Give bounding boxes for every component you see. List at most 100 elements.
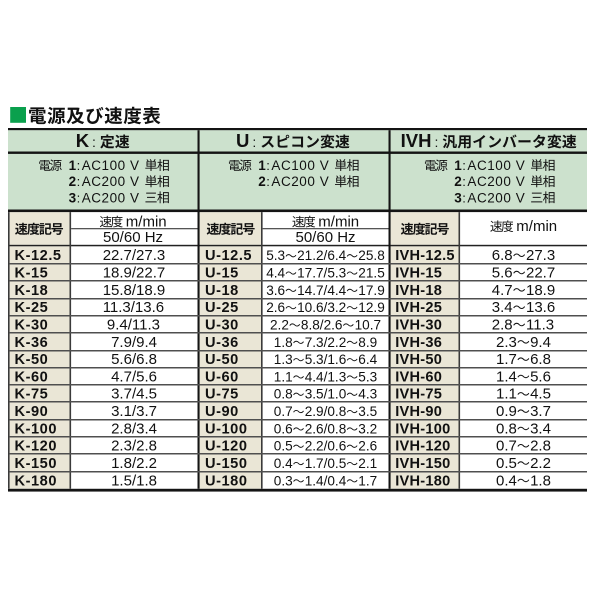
svg-text:0.6: 0.6 bbox=[274, 421, 293, 436]
svg-text:3.4: 3.4 bbox=[492, 299, 513, 316]
svg-text:18.9: 18.9 bbox=[526, 282, 555, 299]
svg-text:3.7: 3.7 bbox=[530, 403, 551, 420]
svg-text:25.8: 25.8 bbox=[358, 248, 384, 263]
svg-text:2: 2 bbox=[258, 174, 266, 189]
svg-text:0.4: 0.4 bbox=[496, 472, 517, 489]
svg-text:AC100 V: AC100 V bbox=[82, 158, 140, 173]
svg-text:IVH-100: IVH-100 bbox=[395, 421, 450, 437]
svg-text:9.4/11.3: 9.4/11.3 bbox=[107, 316, 160, 333]
svg-text:2.2/0.6: 2.2/0.6 bbox=[305, 439, 347, 454]
svg-text:U-60: U-60 bbox=[205, 369, 239, 385]
svg-text:0.5: 0.5 bbox=[274, 439, 293, 454]
svg-text:17.7/5.3: 17.7/5.3 bbox=[297, 266, 346, 281]
svg-text:1.1: 1.1 bbox=[496, 386, 517, 403]
svg-text:5.3: 5.3 bbox=[266, 248, 285, 263]
svg-text:IVH-36: IVH-36 bbox=[395, 335, 442, 351]
svg-text:2: 2 bbox=[454, 174, 462, 189]
svg-text:1.4/0.4: 1.4/0.4 bbox=[305, 473, 347, 488]
svg-text:11.3/13.6: 11.3/13.6 bbox=[103, 299, 164, 316]
svg-text:IVH-18: IVH-18 bbox=[395, 283, 442, 299]
svg-text:11.3: 11.3 bbox=[526, 316, 554, 333]
svg-text:27.3: 27.3 bbox=[526, 247, 555, 264]
svg-text:7.3/2.2: 7.3/2.2 bbox=[305, 335, 347, 350]
svg-text:1.7: 1.7 bbox=[358, 473, 377, 488]
svg-text:2.8: 2.8 bbox=[530, 438, 551, 455]
svg-text:0.8: 0.8 bbox=[274, 387, 293, 402]
svg-text:5.3: 5.3 bbox=[358, 369, 377, 384]
svg-text:3.4: 3.4 bbox=[530, 420, 551, 437]
svg-text:50/60 Hz: 50/60 Hz bbox=[103, 229, 163, 246]
svg-text:1.8: 1.8 bbox=[274, 335, 293, 350]
svg-text:2.3/2.8: 2.3/2.8 bbox=[111, 438, 157, 455]
svg-text:2.8/3.4: 2.8/3.4 bbox=[111, 420, 157, 437]
svg-text:3: 3 bbox=[454, 190, 462, 205]
svg-text:0.4: 0.4 bbox=[274, 456, 293, 471]
svg-text:10.7: 10.7 bbox=[355, 317, 381, 332]
svg-text:AC200 V: AC200 V bbox=[467, 190, 525, 205]
svg-text:K-12.5: K-12.5 bbox=[15, 248, 62, 264]
svg-text:2.8: 2.8 bbox=[492, 316, 513, 333]
svg-text:K-60: K-60 bbox=[15, 369, 49, 385]
svg-text:1.1: 1.1 bbox=[274, 369, 293, 384]
svg-text:3.5: 3.5 bbox=[358, 404, 377, 419]
svg-text:4.4/1.3: 4.4/1.3 bbox=[305, 369, 347, 384]
svg-text:1.3: 1.3 bbox=[274, 352, 293, 367]
svg-text:3.7/4.5: 3.7/4.5 bbox=[111, 386, 157, 403]
svg-text:IVH: IVH bbox=[401, 130, 432, 151]
svg-text:IVH-60: IVH-60 bbox=[395, 369, 442, 385]
svg-text:21.2/6.4: 21.2/6.4 bbox=[297, 248, 347, 263]
svg-text:m/min: m/min bbox=[516, 218, 557, 235]
svg-text:U-75: U-75 bbox=[205, 387, 239, 403]
svg-text:1: 1 bbox=[69, 158, 77, 173]
svg-text:U: U bbox=[236, 130, 249, 151]
svg-text:2.2: 2.2 bbox=[530, 455, 551, 472]
svg-text:AC100 V: AC100 V bbox=[467, 158, 525, 173]
svg-text:K-15: K-15 bbox=[15, 266, 49, 282]
svg-text:U-15: U-15 bbox=[205, 266, 239, 282]
svg-text:4.7: 4.7 bbox=[492, 282, 513, 299]
svg-text:K-180: K-180 bbox=[15, 473, 58, 489]
svg-text:K-18: K-18 bbox=[15, 283, 49, 299]
svg-text::: : bbox=[252, 134, 256, 150]
svg-text:IVH-180: IVH-180 bbox=[395, 473, 450, 489]
svg-text:AC200 V: AC200 V bbox=[82, 174, 140, 189]
svg-text:6.4: 6.4 bbox=[358, 352, 377, 367]
svg-text:9.4: 9.4 bbox=[530, 334, 551, 351]
svg-text:AC200 V: AC200 V bbox=[82, 190, 140, 205]
svg-text:U-180: U-180 bbox=[205, 473, 248, 489]
svg-text:5.3/1.6: 5.3/1.6 bbox=[305, 352, 347, 367]
svg-text:0.5: 0.5 bbox=[496, 455, 517, 472]
svg-text:0.3: 0.3 bbox=[274, 473, 293, 488]
svg-text::: : bbox=[77, 158, 81, 173]
svg-text:12.9: 12.9 bbox=[358, 300, 384, 315]
svg-text:IVH-90: IVH-90 bbox=[395, 404, 442, 420]
svg-text::: : bbox=[462, 158, 466, 173]
svg-text:U-90: U-90 bbox=[205, 404, 239, 420]
svg-text:13.6: 13.6 bbox=[526, 299, 555, 316]
svg-text:1.8/2.2: 1.8/2.2 bbox=[111, 455, 157, 472]
svg-text:10.6/3.2: 10.6/3.2 bbox=[297, 300, 346, 315]
svg-text:K-120: K-120 bbox=[15, 439, 58, 455]
svg-text:1.4: 1.4 bbox=[496, 368, 517, 385]
svg-text:0.7: 0.7 bbox=[274, 404, 293, 419]
svg-text:K-50: K-50 bbox=[15, 352, 49, 368]
svg-text:K-36: K-36 bbox=[15, 335, 49, 351]
svg-text:4.4: 4.4 bbox=[266, 266, 285, 281]
svg-text:5.6: 5.6 bbox=[530, 368, 551, 385]
svg-text:2: 2 bbox=[69, 174, 77, 189]
svg-text::: : bbox=[266, 158, 270, 173]
svg-text:2.3: 2.3 bbox=[496, 334, 517, 351]
svg-text:4.5: 4.5 bbox=[530, 386, 551, 403]
svg-text:U-120: U-120 bbox=[205, 439, 248, 455]
svg-text:U-25: U-25 bbox=[205, 300, 239, 316]
svg-text:18.9/22.7: 18.9/22.7 bbox=[103, 265, 166, 282]
svg-text::: : bbox=[462, 190, 466, 205]
svg-text:1.8: 1.8 bbox=[530, 472, 551, 489]
svg-text:3.5/1.0: 3.5/1.0 bbox=[305, 387, 347, 402]
svg-text:3.6: 3.6 bbox=[266, 283, 285, 298]
svg-text:3: 3 bbox=[69, 190, 77, 205]
svg-text:U-12.5: U-12.5 bbox=[205, 248, 252, 264]
svg-text:2.6/0.8: 2.6/0.8 bbox=[305, 421, 347, 436]
svg-text:U-50: U-50 bbox=[205, 352, 239, 368]
svg-text:U-100: U-100 bbox=[205, 421, 248, 437]
